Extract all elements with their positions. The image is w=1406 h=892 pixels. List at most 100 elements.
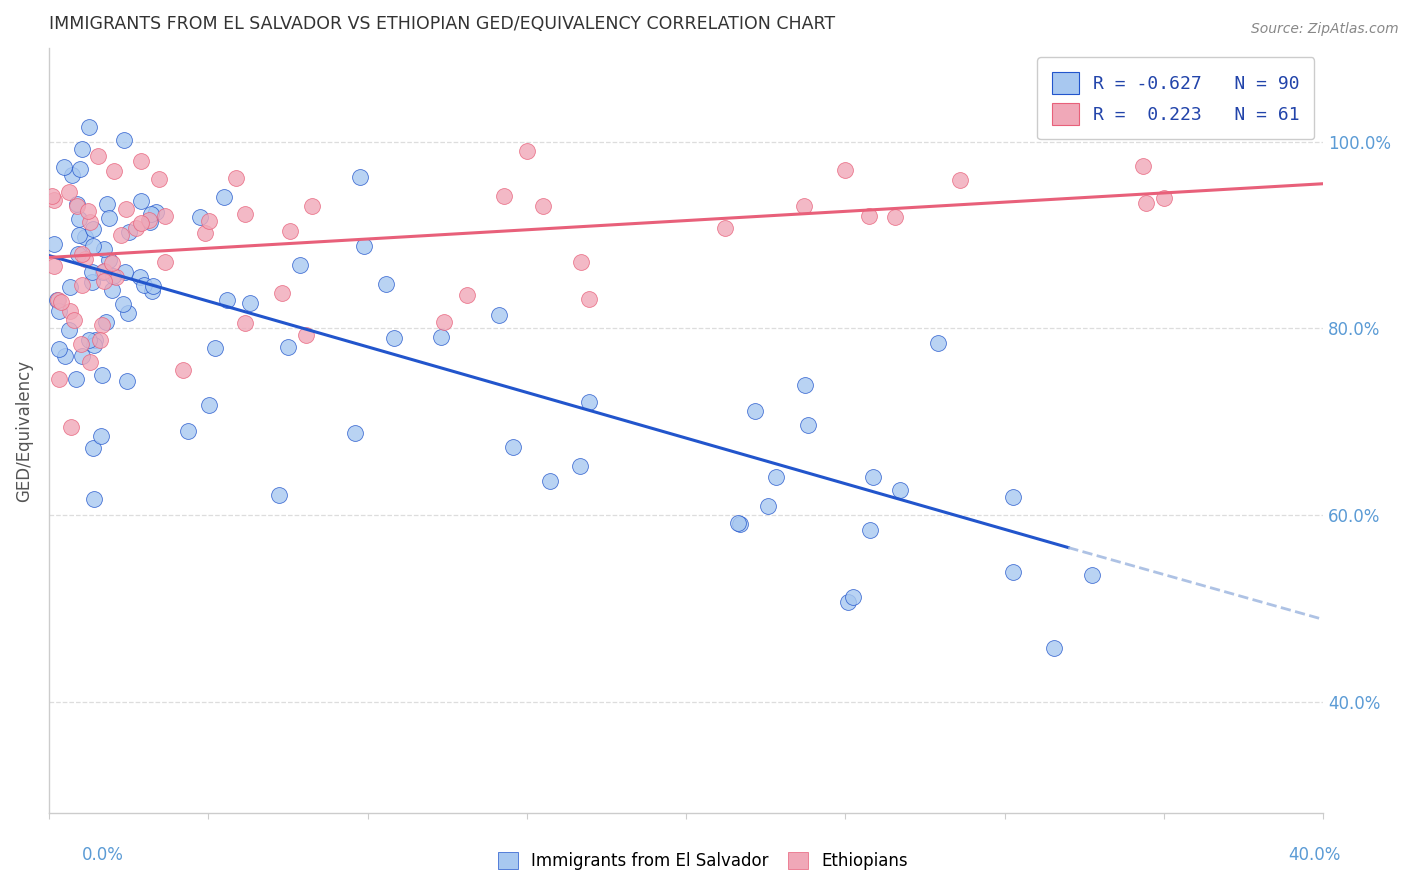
Point: [288, 258, 311, 272]
Point: [430, 330, 453, 344]
Point: [67, 212, 90, 227]
Point: [889, 483, 911, 498]
Point: [382, 331, 405, 345]
Point: [117, 306, 139, 320]
Point: [714, 221, 737, 235]
Point: [132, 277, 155, 292]
Point: [90, 318, 112, 332]
Point: [1132, 159, 1154, 173]
Point: [58, 323, 80, 337]
Point: [44, 259, 66, 273]
Point: [42, 237, 65, 252]
Text: Source: ZipAtlas.com: Source: ZipAtlas.com: [1251, 22, 1399, 37]
Point: [1043, 640, 1066, 655]
Point: [46, 293, 69, 307]
Point: [727, 516, 749, 531]
Point: [578, 394, 600, 409]
Point: [93, 273, 115, 287]
Point: [730, 517, 752, 532]
Point: [765, 470, 787, 484]
Point: [89, 333, 111, 347]
Point: [502, 440, 524, 454]
Point: [278, 224, 301, 238]
Point: [115, 374, 138, 388]
Text: IMMIGRANTS FROM EL SALVADOR VS ETHIOPIAN GED/EQUIVALENCY CORRELATION CHART: IMMIGRANTS FROM EL SALVADOR VS ETHIOPIAN…: [49, 15, 835, 33]
Point: [349, 169, 371, 184]
Point: [80, 265, 103, 279]
Point: [90, 368, 112, 382]
Point: [53, 160, 76, 174]
Point: [129, 270, 152, 285]
Point: [858, 523, 880, 537]
Point: [80, 275, 103, 289]
Point: [49, 294, 72, 309]
Point: [129, 216, 152, 230]
Y-axis label: GED/Equivalency: GED/Equivalency: [15, 359, 32, 502]
Point: [66, 199, 89, 213]
Point: [148, 171, 170, 186]
Point: [96, 197, 118, 211]
Point: [793, 199, 815, 213]
Point: [48, 371, 70, 385]
Point: [79, 120, 101, 134]
Point: [488, 308, 510, 322]
Point: [494, 189, 516, 203]
Point: [98, 252, 121, 267]
Point: [138, 212, 160, 227]
Point: [139, 207, 162, 221]
Point: [42, 193, 65, 207]
Point: [60, 420, 83, 434]
Point: [198, 398, 221, 412]
Point: [82, 441, 104, 455]
Point: [114, 202, 136, 216]
Point: [155, 209, 177, 223]
Legend: Immigrants from El Salvador, Ethiopians: Immigrants from El Salvador, Ethiopians: [491, 845, 915, 877]
Point: [1002, 565, 1025, 579]
Point: [73, 230, 96, 244]
Point: [233, 207, 256, 221]
Point: [194, 226, 217, 240]
Point: [65, 372, 87, 386]
Point: [79, 355, 101, 369]
Point: [142, 278, 165, 293]
Point: [58, 186, 80, 200]
Point: [129, 194, 152, 209]
Point: [516, 144, 538, 158]
Point: [62, 312, 84, 326]
Point: [103, 164, 125, 178]
Point: [301, 199, 323, 213]
Point: [48, 304, 70, 318]
Point: [225, 171, 247, 186]
Point: [217, 293, 239, 308]
Point: [188, 210, 211, 224]
Legend: R = -0.627   N = 90, R =  0.223   N = 61: R = -0.627 N = 90, R = 0.223 N = 61: [1038, 57, 1315, 139]
Point: [538, 475, 561, 489]
Point: [59, 303, 82, 318]
Point: [1135, 196, 1157, 211]
Point: [48, 343, 70, 357]
Point: [70, 278, 93, 293]
Point: [858, 209, 880, 223]
Point: [271, 286, 294, 301]
Point: [842, 591, 865, 605]
Point: [70, 246, 93, 260]
Point: [66, 196, 89, 211]
Point: [110, 227, 132, 242]
Point: [433, 315, 456, 329]
Point: [82, 222, 104, 236]
Point: [353, 238, 375, 252]
Point: [87, 149, 110, 163]
Point: [568, 458, 591, 473]
Point: [90, 428, 112, 442]
Point: [884, 210, 907, 224]
Point: [100, 283, 122, 297]
Point: [1153, 191, 1175, 205]
Point: [796, 417, 818, 432]
Point: [72, 349, 94, 363]
Point: [578, 292, 600, 306]
Point: [105, 270, 128, 285]
Point: [212, 190, 235, 204]
Point: [531, 199, 554, 213]
Point: [927, 336, 949, 351]
Point: [69, 162, 91, 177]
